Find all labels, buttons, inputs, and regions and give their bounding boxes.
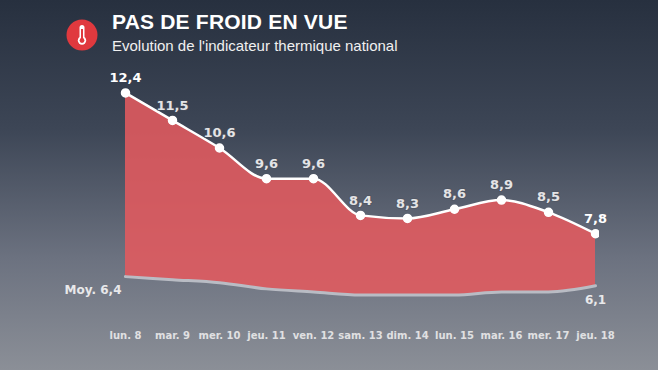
svg-text:11,5: 11,5	[156, 98, 188, 113]
svg-text:Moy. 6,4: Moy. 6,4	[65, 283, 122, 297]
svg-text:9,6: 9,6	[255, 156, 278, 171]
svg-text:sam. 13: sam. 13	[338, 330, 382, 341]
svg-text:mar. 16: mar. 16	[481, 330, 523, 341]
svg-text:7,8: 7,8	[584, 211, 607, 226]
svg-text:8,5: 8,5	[537, 189, 560, 204]
svg-text:lun. 8: lun. 8	[110, 330, 142, 341]
html-text:PAS DE FROID EN VUE: PAS DE FROID EN VUE	[112, 10, 348, 33]
svg-text:lun. 15: lun. 15	[435, 330, 474, 341]
svg-text:8,4: 8,4	[349, 193, 372, 208]
svg-text:8,6: 8,6	[443, 186, 466, 201]
svg-text:mer. 17: mer. 17	[528, 330, 570, 341]
svg-text:9,6: 9,6	[302, 156, 325, 171]
svg-text:8,9: 8,9	[490, 177, 513, 192]
svg-text:dim. 14: dim. 14	[386, 330, 428, 341]
svg-text:6,1: 6,1	[585, 293, 606, 307]
html-text:Evolution de l'indicateur ther: Evolution de l'indicateur thermique nati…	[112, 37, 398, 54]
svg-text:mar. 9: mar. 9	[155, 330, 190, 341]
svg-text:ven. 12: ven. 12	[293, 330, 335, 341]
svg-text:8,3: 8,3	[396, 196, 419, 211]
svg-text:jeu. 11: jeu. 11	[246, 330, 286, 341]
svg-text:jeu. 18: jeu. 18	[575, 330, 615, 341]
svg-text:10,6: 10,6	[203, 125, 235, 140]
svg-text:mer. 10: mer. 10	[199, 330, 241, 341]
svg-text:12,4: 12,4	[109, 70, 141, 85]
